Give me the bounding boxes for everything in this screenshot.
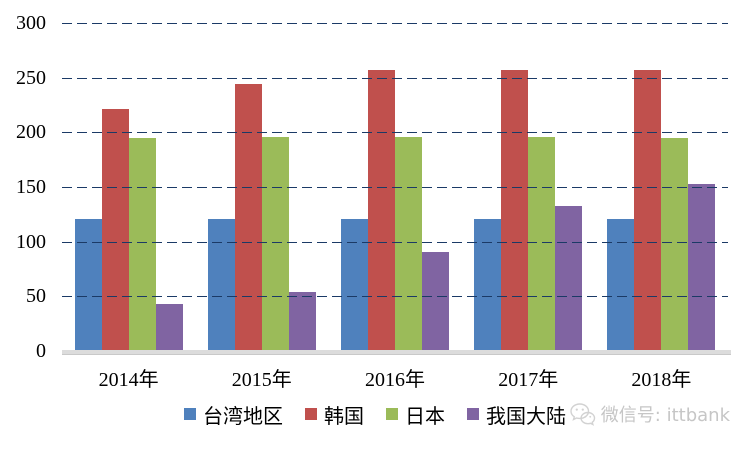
legend-label-mainland: 我国大陆: [486, 405, 566, 428]
bar-日本-2017年: [528, 136, 556, 351]
x-axis-label: 2015年: [231, 369, 292, 391]
x-axis-label: 2017年: [498, 369, 559, 391]
legend-swatch-korea-icon: [305, 408, 317, 420]
gridline: [62, 132, 728, 134]
bar-韩国-2016年: [368, 70, 395, 351]
bar-groups: 2014年 2015年 2016年 2017年 2018年: [62, 23, 728, 391]
y-axis-tick-label: 200: [16, 121, 46, 144]
legend-label-taiwan: 台湾地区: [203, 405, 283, 428]
bar-日本-2014年: [128, 137, 156, 351]
legend-swatch-mainland-icon: [467, 408, 479, 420]
y-axis-tick-label: 150: [16, 176, 46, 198]
watermark-text: 微信号: ittbank: [600, 405, 730, 426]
bar-台湾地区-2014年: [74, 218, 102, 351]
bar-台湾地区-2016年: [341, 218, 368, 351]
x-axis-label: 2018年: [631, 369, 692, 391]
bar-group-2017年: 2017年: [462, 23, 595, 391]
bar-台湾地区-2015年: [207, 218, 235, 351]
y-axis-tick-label: 100: [16, 230, 46, 253]
legend-swatch-taiwan-icon: [184, 408, 196, 420]
x-axis-label: 2014年: [98, 369, 159, 391]
legend-label-korea: 韩国: [324, 405, 364, 428]
wechat-icon: [570, 403, 595, 426]
y-axis-tick-label: 300: [16, 12, 46, 34]
plot-area: 2014年 2015年 2016年 2017年 2018年: [62, 23, 731, 391]
gridline: [62, 187, 728, 188]
bar-我国大陆-2016年: [422, 251, 449, 351]
bar-group-2014年: 2014年: [62, 23, 195, 391]
legend-label-japan: 日本: [405, 405, 445, 428]
bar-台湾地区-2017年: [474, 218, 502, 351]
bar-group-2016年: 2016年: [328, 23, 461, 391]
y-axis-labels: 0 50 100 150 200 250 300: [0, 12, 46, 362]
legend: 台湾地区 韩国 日本 我国大陆: [0, 400, 750, 428]
gridline: [62, 296, 728, 298]
bar-我国大陆-2018年: [688, 183, 716, 351]
bar-我国大陆-2015年: [288, 291, 316, 351]
y-axis-tick-label: 0: [36, 340, 46, 362]
bar-group-2015年: 2015年: [195, 23, 328, 391]
legend-item-korea: 韩国: [305, 400, 364, 429]
bar-韩国-2015年: [234, 84, 262, 351]
gridline: [62, 241, 728, 243]
gridline: [62, 77, 728, 79]
bar-韩国-2017年: [501, 70, 529, 351]
x-axis-label: 2016年: [365, 369, 425, 391]
bar-韩国-2018年: [634, 70, 662, 351]
x-axis-line: [62, 350, 731, 355]
bar-台湾地区-2018年: [607, 218, 635, 351]
bar-日本-2016年: [395, 136, 422, 351]
bar-group-2018年: 2018年: [595, 23, 728, 391]
bar-韩国-2014年: [101, 109, 129, 351]
y-axis-tick-label: 50: [26, 285, 46, 308]
bar-我国大陆-2014年: [155, 304, 183, 351]
y-axis-tick-label: 250: [16, 66, 46, 89]
gridline: [62, 23, 728, 24]
legend-item-taiwan: 台湾地区: [184, 400, 283, 429]
bar-日本-2018年: [661, 137, 689, 351]
legend-swatch-japan-icon: [386, 408, 398, 420]
watermark: 微信号: ittbank: [569, 399, 730, 429]
bar-我国大陆-2017年: [555, 205, 583, 351]
legend-item-japan: 日本: [386, 400, 445, 429]
bar-日本-2015年: [261, 136, 289, 351]
legend-item-mainland: 我国大陆: [467, 400, 566, 429]
